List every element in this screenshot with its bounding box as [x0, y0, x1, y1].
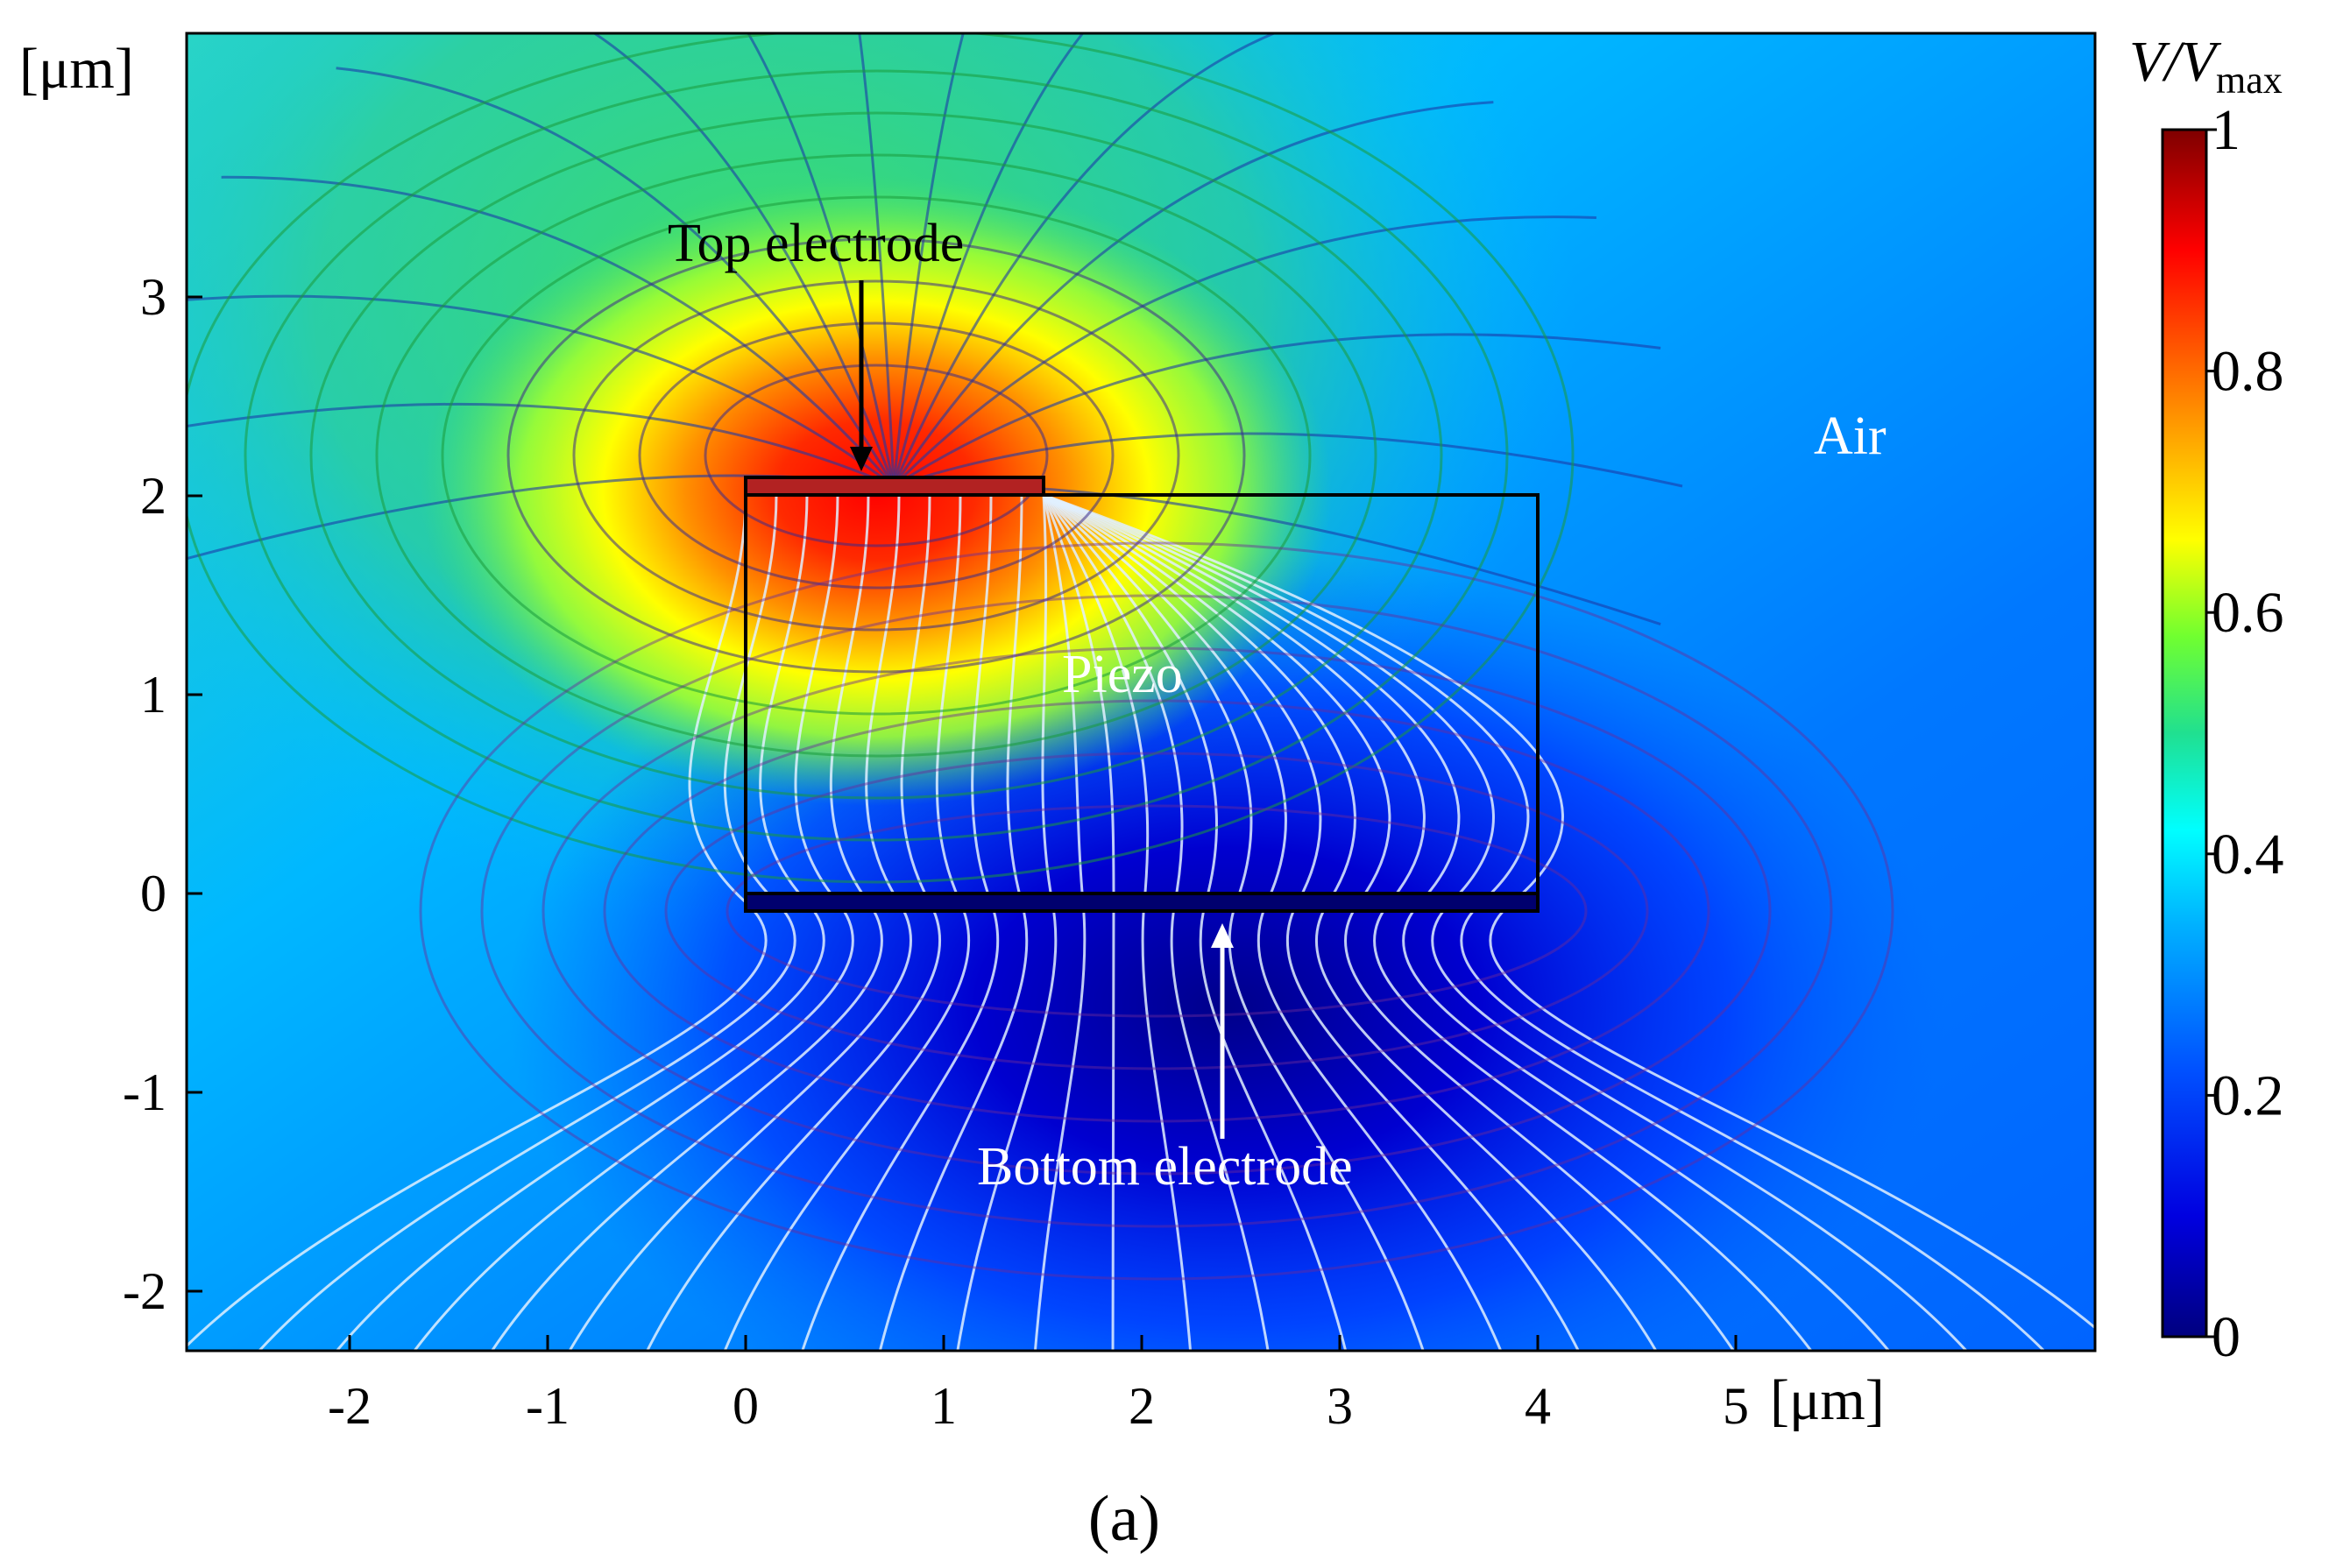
y-tick-label: -2	[123, 1262, 166, 1320]
colorbar-tick-label: 0.6	[2212, 581, 2284, 645]
field-line	[892, 215, 1596, 488]
equipotential-line	[603, 699, 1710, 1123]
y-axis: 3 2 1 0 -1 -2	[123, 268, 202, 1320]
figure-caption: (a)	[1088, 1483, 1160, 1555]
equipotential-line	[638, 321, 1115, 590]
field-line	[568, 494, 912, 1351]
y-tick-label: 0	[140, 865, 166, 922]
field-line	[893, 432, 1683, 488]
potential-plot-area	[187, 33, 2095, 1351]
x-axis-unit: [μm]	[1770, 1368, 1885, 1432]
colorbar-tick-label: 1	[2212, 98, 2240, 162]
equipotential-line	[419, 541, 1894, 1281]
top-electrode-arrowhead	[850, 447, 873, 471]
field-line	[335, 494, 825, 1351]
x-tick-label: -2	[328, 1377, 372, 1435]
top-electrode-label: Top electrode	[668, 214, 964, 273]
equipotential-line	[542, 646, 1772, 1176]
equipotential-lines	[187, 33, 1894, 1281]
y-tick-label: 1	[140, 666, 166, 724]
x-tick-label: 1	[931, 1377, 957, 1435]
field-line	[747, 33, 895, 487]
air-label: Air	[1814, 406, 1886, 466]
field-line	[858, 33, 895, 487]
y-tick-label: -1	[123, 1063, 166, 1121]
equipotential-line	[704, 364, 1049, 547]
field-line	[892, 33, 1085, 487]
field-line	[187, 494, 768, 1348]
bottom-electrode-label: Bottom electrode	[977, 1137, 1353, 1197]
bottom-electrode	[744, 892, 1540, 913]
piezo-label: Piezo	[1062, 645, 1183, 704]
equipotential-line	[441, 195, 1312, 716]
field-line	[801, 494, 1000, 1351]
colorbar: V/Vmax 1 0.8 0.6 0.4 0.2 0	[2129, 30, 2284, 1369]
equipotential-line	[244, 69, 1509, 842]
field-line	[187, 294, 895, 488]
field-line	[490, 494, 883, 1351]
x-tick-label: 2	[1129, 1377, 1155, 1435]
top-electrode	[744, 476, 1045, 497]
equipotential-line	[664, 752, 1649, 1070]
bottom-electrode-arrowhead	[1211, 923, 1234, 948]
x-tick-label: 5	[1723, 1377, 1749, 1435]
field-line	[646, 494, 942, 1351]
x-tick-label: -1	[526, 1377, 570, 1435]
y-tick-label: 3	[140, 268, 166, 326]
colorbar-tick-label: 0.2	[2212, 1063, 2284, 1127]
y-axis-unit: [μm]	[19, 37, 134, 101]
equipotential-line	[726, 804, 1588, 1018]
colorbar-tick-label: 0	[2212, 1305, 2240, 1369]
equipotential-line	[309, 111, 1443, 800]
field-line	[892, 33, 1278, 487]
field-line	[187, 402, 895, 488]
field-line	[221, 175, 895, 487]
field-line	[892, 33, 965, 487]
x-tick-label: 3	[1327, 1377, 1353, 1435]
y-tick-label: 2	[140, 467, 166, 525]
field-line	[893, 333, 1661, 488]
field-line	[723, 494, 971, 1351]
equipotential-line	[572, 279, 1180, 632]
field-line	[413, 494, 854, 1351]
x-axis: -2 -1 0 1 2 3 4 5	[328, 1335, 1749, 1435]
colorbar-gradient	[2161, 128, 2208, 1338]
equipotential-line	[480, 594, 1833, 1228]
colorbar-title: V/Vmax	[2129, 30, 2283, 102]
colorbar-tick-label: 0.8	[2212, 340, 2284, 404]
x-tick-label: 4	[1525, 1377, 1551, 1435]
equipotential-line	[506, 237, 1246, 674]
equipotential-line	[187, 33, 1575, 884]
colorbar-tick-label: 0.4	[2212, 823, 2284, 886]
x-tick-label: 0	[733, 1377, 759, 1435]
colorbar-ticks: 1 0.8 0.6 0.4 0.2 0	[2206, 98, 2284, 1369]
equipotential-line	[375, 153, 1377, 758]
